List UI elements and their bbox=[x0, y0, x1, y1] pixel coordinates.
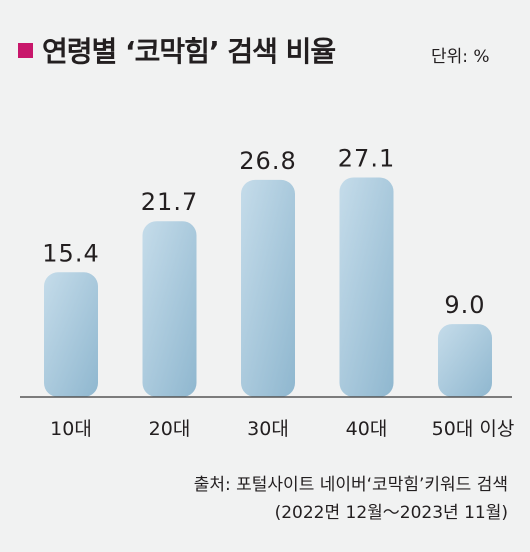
category-label-50s-plus: 50대 이상 bbox=[432, 418, 515, 440]
value-label-10s: 15.4 bbox=[42, 239, 99, 267]
bar-50s-plus bbox=[438, 324, 492, 397]
category-labels: 10대 20대 30대 40대 50대 이상 bbox=[50, 418, 514, 440]
value-labels: 15.4 21.7 26.8 27.1 9.0 bbox=[42, 144, 485, 319]
title-marker bbox=[18, 43, 33, 58]
bars-group bbox=[44, 177, 492, 397]
category-label-10s: 10대 bbox=[50, 418, 92, 440]
value-label-30s: 26.8 bbox=[239, 147, 296, 175]
category-label-30s: 30대 bbox=[247, 418, 289, 440]
bar-20s bbox=[142, 221, 197, 397]
chart-title: 연령별 ‘코막힘’ 검색 비율 bbox=[42, 35, 336, 68]
category-label-40s: 40대 bbox=[346, 418, 388, 440]
value-label-50s-plus: 9.0 bbox=[444, 291, 485, 319]
unit-label: 단위: % bbox=[431, 47, 490, 67]
source-note: 출처: 포털사이트 네이버‘코막힘’키워드 검색 (2022면 12월～2023… bbox=[194, 471, 508, 527]
value-label-20s: 21.7 bbox=[141, 188, 198, 216]
bar-30s bbox=[241, 179, 295, 397]
bar-10s bbox=[44, 272, 98, 397]
source-line-2: (2022면 12월～2023년 11월) bbox=[274, 503, 508, 523]
source-line-1: 출처: 포털사이트 네이버‘코막힘’키워드 검색 bbox=[193, 475, 508, 495]
value-label-40s: 27.1 bbox=[338, 144, 395, 172]
bar-40s bbox=[339, 177, 394, 397]
category-label-20s: 20대 bbox=[149, 418, 191, 440]
